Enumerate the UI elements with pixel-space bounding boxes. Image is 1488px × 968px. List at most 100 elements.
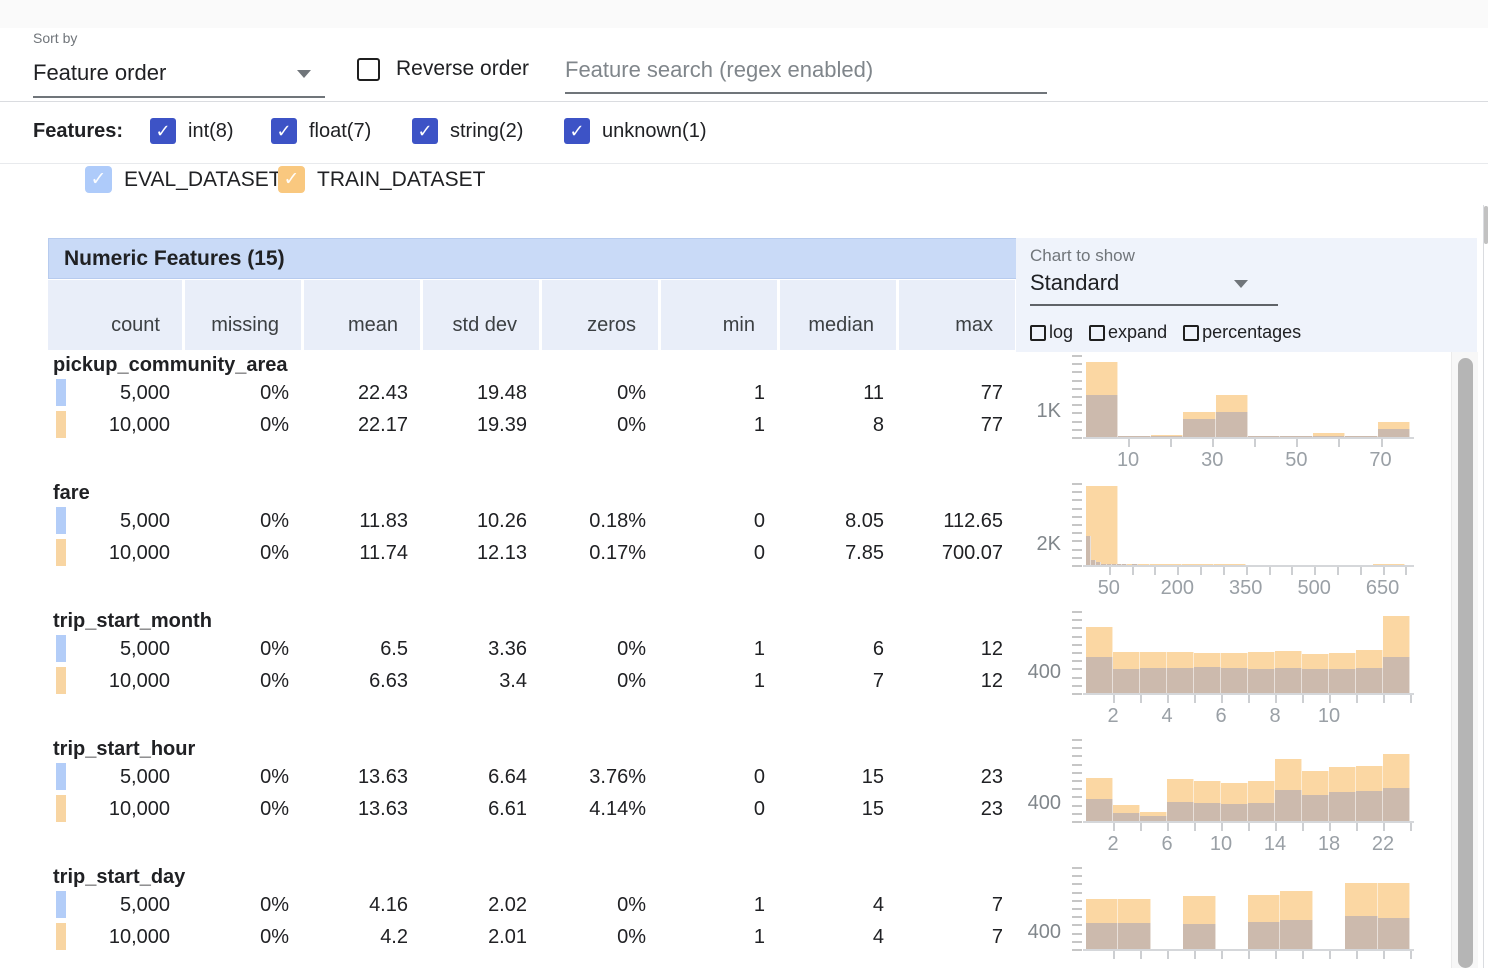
hist-x-tick <box>1360 567 1362 575</box>
checkbox-checked-icon[interactable]: ✓ <box>564 118 590 144</box>
stat-cell: 0% <box>185 377 301 409</box>
histogram-bar[interactable] <box>1356 668 1383 693</box>
hist-y-tick <box>1072 540 1082 542</box>
hist-y-tick <box>1072 524 1082 526</box>
checkbox-checked-icon[interactable]: ✓ <box>412 118 438 144</box>
histogram-bar[interactable] <box>1086 395 1118 437</box>
dataset-color-swatch <box>56 411 66 438</box>
page-scrollbar-thumb[interactable] <box>1484 206 1488 244</box>
hist-x-tick-label: 650 <box>1353 577 1413 600</box>
sort-order-select[interactable]: Feature order <box>33 54 325 98</box>
hist-x-tick <box>1248 695 1250 703</box>
hist-y-tick <box>1072 396 1082 398</box>
checkbox-unchecked-icon[interactable] <box>1183 325 1199 341</box>
histogram-bar[interactable] <box>1086 799 1113 821</box>
feature-type-label[interactable]: float(7) <box>309 120 371 143</box>
checkbox-unchecked-icon[interactable] <box>1089 325 1105 341</box>
hist-y-tick <box>1072 532 1082 534</box>
sort-order-value: Feature order <box>33 60 166 86</box>
histogram-bar[interactable] <box>1086 657 1113 693</box>
histogram-bar[interactable] <box>1167 668 1194 693</box>
chart-type-select[interactable]: Standard <box>1030 266 1278 306</box>
histogram-bar[interactable] <box>1345 916 1377 949</box>
histogram-bar[interactable] <box>1302 669 1329 693</box>
checkbox-unchecked-icon[interactable] <box>1030 325 1046 341</box>
histogram-bar[interactable] <box>1167 802 1194 821</box>
chart-option-label[interactable]: percentages <box>1202 322 1301 343</box>
stat-cell: 7.85 <box>780 537 896 569</box>
checkbox-checked-icon[interactable]: ✓ <box>85 166 112 193</box>
histogram-bar[interactable] <box>1248 922 1280 949</box>
hist-x-tick <box>1246 567 1248 575</box>
chart-option-label[interactable]: expand <box>1108 322 1167 343</box>
histogram-bar[interactable] <box>1113 669 1140 693</box>
hist-y-tick <box>1072 941 1082 943</box>
histogram-bar[interactable] <box>1356 791 1383 821</box>
dataset-name-label[interactable]: TRAIN_DATASET <box>317 168 485 192</box>
hist-y-tick <box>1072 933 1082 935</box>
hist-x-tick-label: 500 <box>1284 577 1344 600</box>
hist-y-tick <box>1072 549 1082 551</box>
histogram-bar[interactable] <box>1221 668 1248 693</box>
histogram-bar[interactable] <box>1275 790 1302 821</box>
stat-cell: 1 <box>661 633 777 665</box>
histogram-bar[interactable] <box>1194 803 1221 821</box>
stat-cell: 0 <box>661 761 777 793</box>
chart-option: expand <box>1089 322 1167 343</box>
histogram-bar[interactable] <box>1378 429 1410 437</box>
histogram-bar[interactable] <box>1378 918 1410 949</box>
column-header: missing <box>185 280 301 350</box>
histogram-bar[interactable] <box>1275 668 1302 693</box>
dataset-color-swatch <box>56 539 66 566</box>
histogram-bar[interactable] <box>1183 924 1215 949</box>
histogram <box>1086 611 1410 693</box>
reverse-order-checkbox[interactable] <box>357 58 380 81</box>
hist-x-tick <box>1167 695 1169 703</box>
feature-type-label[interactable]: unknown(1) <box>602 120 707 143</box>
stat-cell: 1 <box>661 377 777 409</box>
histogram-bar[interactable] <box>1329 792 1356 821</box>
histogram-bar[interactable] <box>1248 803 1275 821</box>
dataset-color-swatch <box>56 635 66 662</box>
histogram-bar[interactable] <box>1118 923 1150 949</box>
histogram-bar[interactable] <box>1086 923 1118 949</box>
stat-cell: 112.65 <box>899 505 1015 537</box>
histogram-bar[interactable] <box>1221 804 1248 821</box>
search-input[interactable] <box>565 48 1047 92</box>
dataset-name-label[interactable]: EVAL_DATASET <box>124 168 282 192</box>
histogram-bar[interactable] <box>1383 657 1410 693</box>
histogram-bar[interactable] <box>1329 669 1356 693</box>
list-scrollbar-thumb[interactable] <box>1458 358 1473 968</box>
chart-option-label[interactable]: log <box>1049 322 1073 343</box>
hist-x-tick <box>1154 567 1156 575</box>
dataset-color-swatch <box>56 507 66 534</box>
histogram-bar[interactable] <box>1194 667 1221 693</box>
hist-y-tick <box>1072 755 1082 757</box>
reverse-order-label[interactable]: Reverse order <box>396 57 529 81</box>
stat-cell: 700.07 <box>899 537 1015 569</box>
histogram-bar[interactable] <box>1248 669 1275 693</box>
histogram-bar[interactable] <box>1280 920 1312 949</box>
hist-x-tick <box>1302 695 1304 703</box>
stat-cell: 2.02 <box>423 889 539 921</box>
feature-type-label[interactable]: int(8) <box>188 120 234 143</box>
stat-cell: 0% <box>542 633 658 665</box>
hist-y-tick <box>1072 900 1082 902</box>
histogram-bar[interactable] <box>1383 788 1410 821</box>
stat-cell: 8.05 <box>780 505 896 537</box>
histogram-bar[interactable] <box>1113 813 1140 821</box>
chart-option: percentages <box>1183 322 1301 343</box>
hist-y-tick <box>1072 772 1082 774</box>
stat-cell: 4.2 <box>304 921 420 953</box>
stat-cell: 12 <box>899 633 1015 665</box>
checkbox-checked-icon[interactable]: ✓ <box>271 118 297 144</box>
histogram-bar[interactable] <box>1183 419 1215 437</box>
feature-type-label[interactable]: string(2) <box>450 120 523 143</box>
checkbox-checked-icon[interactable]: ✓ <box>278 166 305 193</box>
stat-cell: 2.01 <box>423 921 539 953</box>
stat-cell: 1 <box>661 665 777 697</box>
histogram-bar[interactable] <box>1302 795 1329 821</box>
histogram-bar[interactable] <box>1140 668 1167 693</box>
checkbox-checked-icon[interactable]: ✓ <box>150 118 176 144</box>
histogram-bar[interactable] <box>1216 412 1248 437</box>
